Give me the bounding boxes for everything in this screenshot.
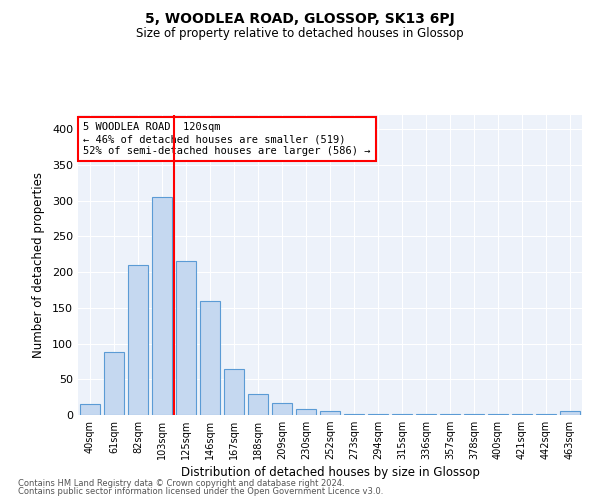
Bar: [128, 265, 148, 415]
Bar: [152, 197, 172, 415]
Bar: [416, 414, 436, 415]
Text: Contains HM Land Registry data © Crown copyright and database right 2024.: Contains HM Land Registry data © Crown c…: [18, 478, 344, 488]
Bar: [560, 412, 580, 415]
Bar: [80, 404, 100, 415]
Bar: [320, 412, 340, 415]
Bar: [296, 408, 316, 415]
Bar: [536, 414, 556, 415]
Bar: [488, 414, 508, 415]
X-axis label: Distribution of detached houses by size in Glossop: Distribution of detached houses by size …: [181, 466, 479, 479]
Bar: [104, 352, 124, 415]
Bar: [464, 414, 484, 415]
Bar: [248, 394, 268, 415]
Bar: [512, 414, 532, 415]
Text: 5, WOODLEA ROAD, GLOSSOP, SK13 6PJ: 5, WOODLEA ROAD, GLOSSOP, SK13 6PJ: [145, 12, 455, 26]
Bar: [392, 414, 412, 415]
Bar: [224, 368, 244, 415]
Bar: [176, 262, 196, 415]
Bar: [440, 414, 460, 415]
Bar: [368, 414, 388, 415]
Bar: [344, 414, 364, 415]
Text: Contains public sector information licensed under the Open Government Licence v3: Contains public sector information licen…: [18, 487, 383, 496]
Bar: [200, 300, 220, 415]
Y-axis label: Number of detached properties: Number of detached properties: [32, 172, 45, 358]
Bar: [272, 403, 292, 415]
Text: Size of property relative to detached houses in Glossop: Size of property relative to detached ho…: [136, 28, 464, 40]
Text: 5 WOODLEA ROAD: 120sqm
← 46% of detached houses are smaller (519)
52% of semi-de: 5 WOODLEA ROAD: 120sqm ← 46% of detached…: [83, 122, 371, 156]
